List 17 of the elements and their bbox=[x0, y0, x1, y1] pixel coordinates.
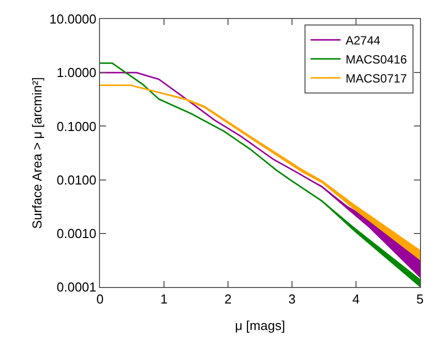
legend-label: A2744 bbox=[346, 34, 381, 48]
x-tick-label: 2 bbox=[224, 292, 232, 307]
y-tick-label: 0.0100 bbox=[56, 172, 96, 188]
y-axis-title: Surface Area > μ [arcmin²] bbox=[29, 77, 44, 229]
y-tick-label: 0.0001 bbox=[56, 280, 96, 295]
x-tick-label: 5 bbox=[416, 292, 424, 307]
legend-label: MACS0416 bbox=[346, 52, 408, 67]
y-tick-label: 10.0000 bbox=[49, 12, 96, 27]
y-tick-label: 0.0010 bbox=[56, 226, 96, 241]
x-axis-title: μ [mags] bbox=[234, 318, 286, 334]
y-tick-label: 0.1000 bbox=[56, 118, 96, 134]
x-tick-label: 3 bbox=[288, 292, 296, 307]
x-tick-label: 1 bbox=[160, 292, 168, 307]
y-tick-label: 1.0000 bbox=[56, 65, 96, 80]
legend-label: MACS0717 bbox=[346, 72, 408, 86]
x-tick-label: 4 bbox=[352, 292, 360, 307]
x-tick-label: 0 bbox=[96, 292, 104, 307]
